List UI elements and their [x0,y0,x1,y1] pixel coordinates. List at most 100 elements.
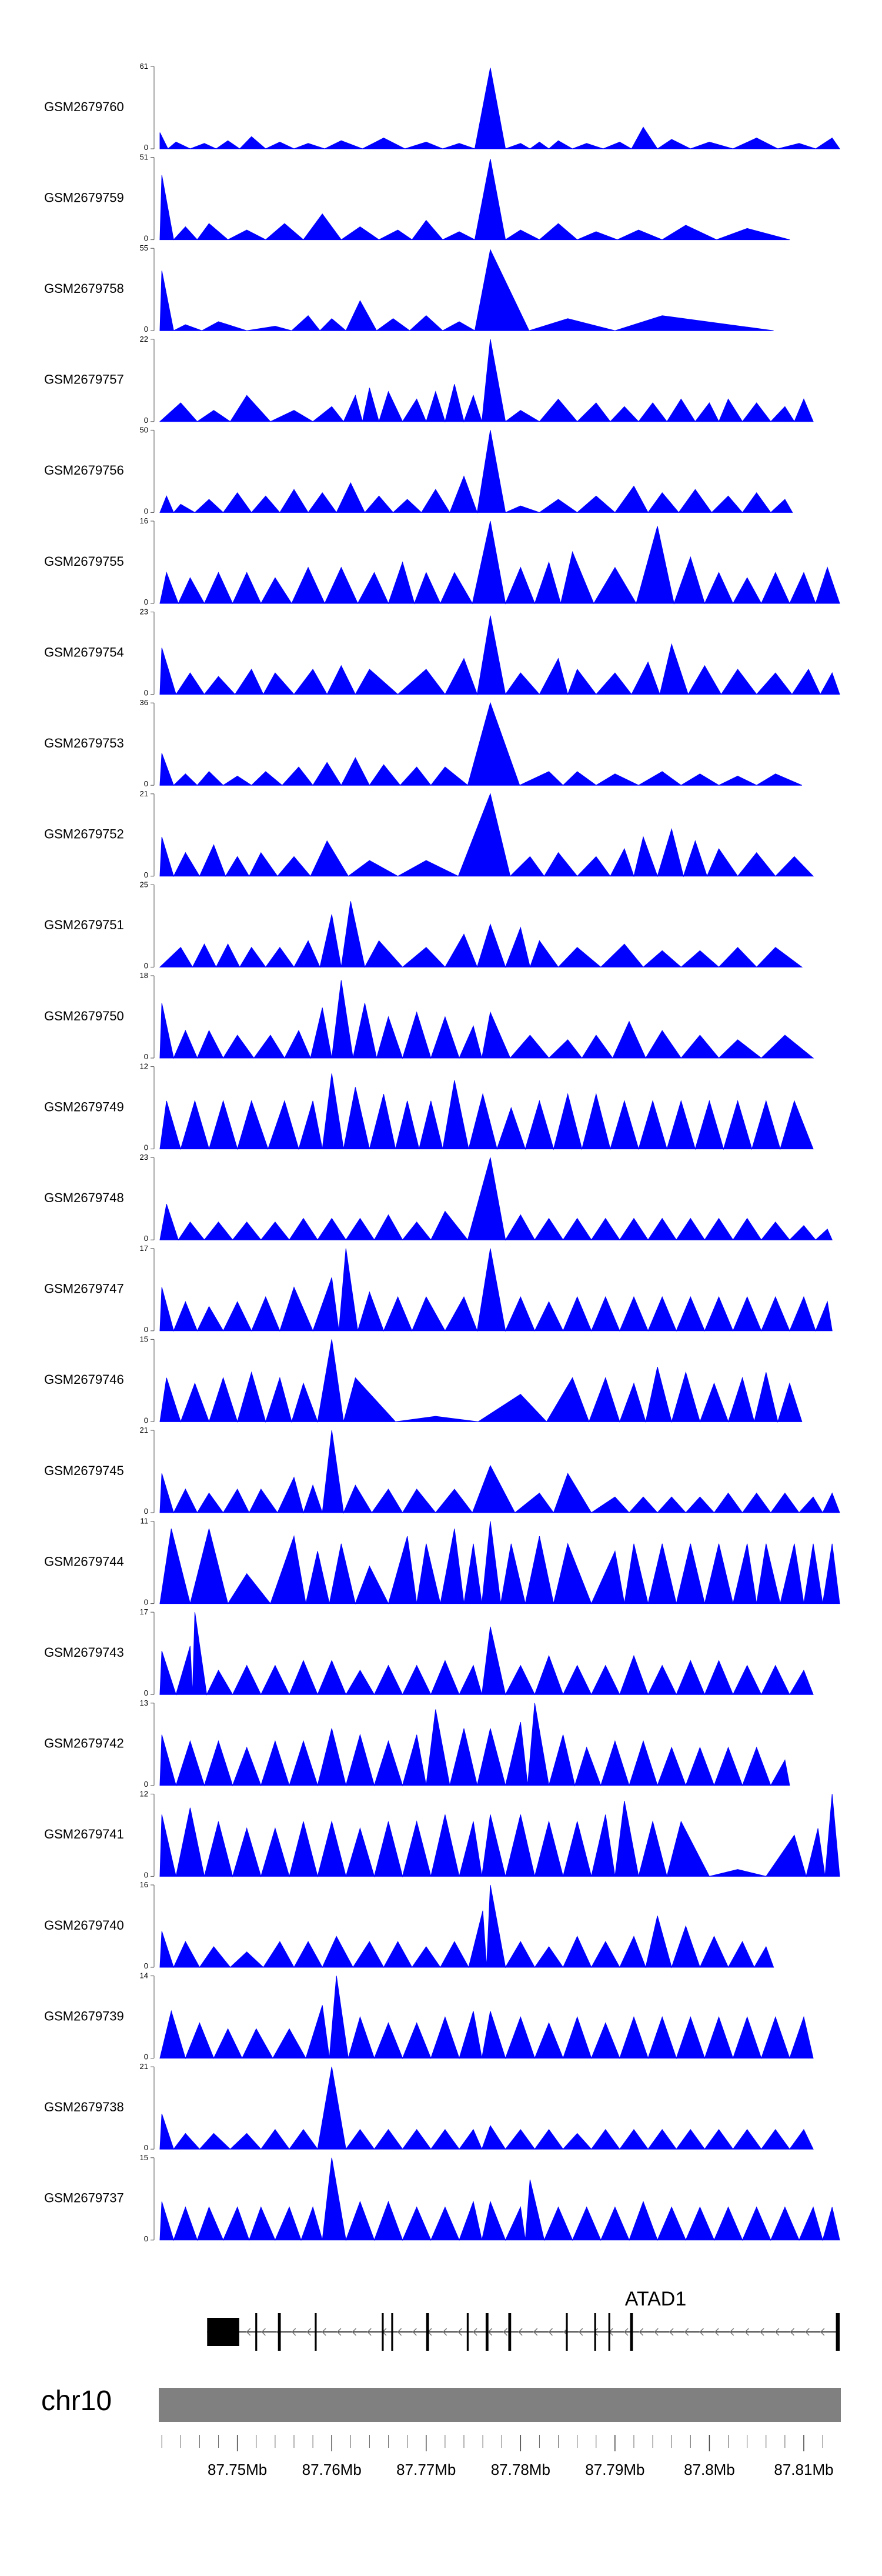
y-axis-min-label: 0 [144,1689,148,1697]
y-axis-min-label: 0 [144,143,148,152]
y-axis-min-label: 0 [144,779,148,788]
strand-arrow [639,2328,644,2336]
track-GSM2679739: GSM2679739 14 0 [44,1971,814,2061]
track-label: GSM2679760 [44,99,124,114]
y-axis-max-label: 36 [140,698,148,707]
axis-tick-label: 87.79Mb [585,2461,644,2478]
strand-arrow [367,2328,372,2336]
y-axis-max-label: 15 [140,2153,148,2162]
coverage-area [159,1703,790,1787]
track-GSM2679745: GSM2679745 21 0 [44,1426,840,1516]
strand-arrow [714,2328,719,2336]
track-GSM2679746: GSM2679746 15 0 [44,1334,803,1424]
coverage-area [159,430,793,514]
y-axis-max-label: 11 [141,1517,149,1526]
y-axis-max-label: 17 [140,1244,148,1253]
y-axis-min-label: 0 [144,1052,148,1061]
track-label: GSM2679750 [44,1009,124,1023]
track-label: GSM2679756 [44,463,124,478]
y-axis-min-label: 0 [144,1598,148,1607]
strand-arrow [322,2328,326,2336]
y-axis-max-label: 50 [140,425,148,434]
coverage-area [159,793,814,877]
y-axis-max-label: 21 [140,789,148,798]
track-GSM2679737: GSM2679737 15 0 [44,2153,840,2243]
coverage-area [159,1339,803,1423]
y-axis-min-label: 0 [144,1416,148,1424]
track-label: GSM2679744 [44,1554,124,1569]
y-axis-min-label: 0 [144,416,148,425]
track-GSM2679743: GSM2679743 17 0 [44,1607,814,1697]
strand-arrow [684,2328,689,2336]
strand-arrow [669,2328,674,2336]
strand-arrow [336,2328,342,2336]
y-axis-min-label: 0 [144,1507,148,1516]
strand-arrow [306,2328,311,2336]
coverage-area [159,249,774,332]
strand-arrow [503,2328,507,2336]
track-label: GSM2679741 [44,1827,124,1841]
y-axis-max-label: 16 [140,1880,148,1889]
track-GSM2679758: GSM2679758 55 0 [44,243,774,333]
strand-arrow [805,2328,810,2336]
coverage-area [159,339,814,423]
strand-arrow [457,2328,462,2336]
y-axis-max-label: 16 [140,516,148,525]
track-GSM2679741: GSM2679741 12 0 [44,1789,840,1879]
y-axis-min-label: 0 [144,1143,148,1152]
track-GSM2679760: GSM2679760 61 0 [44,62,840,152]
strand-arrow [729,2328,734,2336]
coverage-area [159,1794,840,1878]
y-axis-min-label: 0 [144,325,148,333]
gene-name-label: ATAD1 [625,2288,687,2310]
track-GSM2679748: GSM2679748 23 0 [44,1153,833,1243]
y-axis-min-label: 0 [144,1234,148,1243]
track-label: GSM2679753 [44,736,124,750]
track-label: GSM2679740 [44,1918,124,1933]
y-axis-min-label: 0 [144,961,148,970]
exon [508,2313,512,2351]
y-axis-min-label: 0 [144,2143,148,2152]
y-axis-max-label: 12 [140,1789,148,1798]
coverage-tracks: GSM2679760610GSM2679759510GSM2679758550G… [44,62,840,2243]
coverage-area [159,1073,814,1150]
exon [836,2313,840,2351]
chromosome-label: chr10 [41,2385,112,2417]
y-axis-min-label: 0 [144,870,148,879]
coverage-area [159,1521,840,1605]
track-GSM2679742: GSM2679742 13 0 [44,1699,790,1788]
y-axis-min-label: 0 [144,598,148,606]
chromosome-track: chr10 [41,2385,841,2422]
coverage-area [159,2067,814,2150]
track-GSM2679744: GSM2679744 11 0 [44,1517,840,1607]
y-axis-min-label: 0 [144,1870,148,1879]
y-axis-max-label: 23 [140,608,148,616]
y-axis-min-label: 0 [144,689,148,698]
track-label: GSM2679743 [44,1645,124,1660]
track-GSM2679757: GSM2679757 22 0 [44,335,814,425]
strand-arrow [548,2328,553,2336]
exon [608,2313,610,2351]
strand-arrow [246,2328,251,2336]
y-axis-max-label: 25 [140,880,148,889]
track-label: GSM2679737 [44,2191,124,2205]
exon [594,2313,596,2351]
axis-tick-label: 87.81Mb [774,2461,833,2478]
track-GSM2679749: GSM2679749 12 0 [44,1062,814,1152]
coverage-area [159,1157,833,1241]
y-axis-max-label: 21 [140,1426,148,1434]
exon [382,2313,384,2351]
strand-arrow [578,2328,583,2336]
coverage-area [159,702,802,786]
track-GSM2679747: GSM2679747 17 0 [44,1244,833,1334]
y-axis-max-label: 22 [140,335,148,343]
y-axis-max-label: 15 [140,1334,148,1343]
coverage-area [159,520,840,605]
y-axis-max-label: 17 [140,1607,148,1616]
y-axis-max-label: 18 [140,971,148,980]
track-GSM2679753: GSM2679753 36 0 [44,698,802,788]
genome-axis: 87.75Mb 87.76Mb 87.77Mb 87.78Mb 87.79Mb 87.8M… [161,2435,834,2478]
track-GSM2679755: GSM2679755 16 0 [44,516,840,606]
y-axis-max-label: 13 [140,1699,148,1707]
